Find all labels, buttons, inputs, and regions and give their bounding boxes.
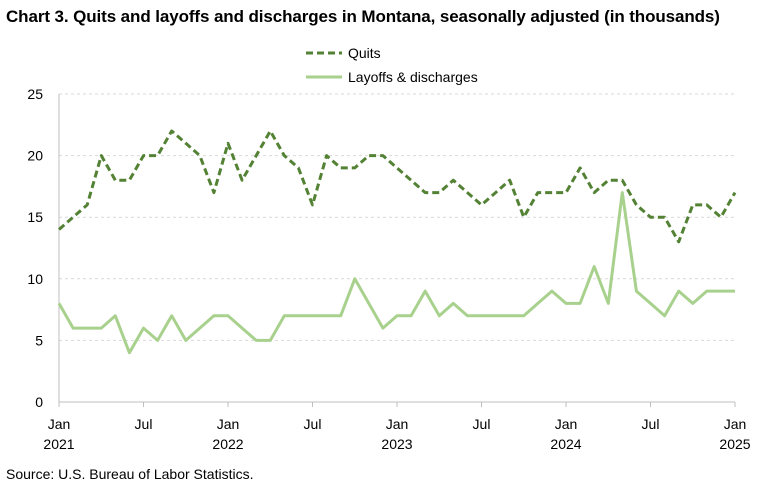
x-tick-label-month: Jan xyxy=(217,416,240,432)
x-tick-label-year: 2024 xyxy=(550,436,581,452)
legend-label-quits: Quits xyxy=(348,45,381,61)
y-tick-label: 10 xyxy=(27,271,43,287)
y-tick-label: 15 xyxy=(27,209,43,225)
x-tick-label-month: Jan xyxy=(724,416,747,432)
source-note: Source: U.S. Bureau of Labor Statistics. xyxy=(6,466,254,482)
x-tick-label-month: Jul xyxy=(135,416,153,432)
legend-label-layoffs-discharges: Layoffs & discharges xyxy=(348,69,478,85)
x-tick-label-month: Jul xyxy=(642,416,660,432)
chart-title: Chart 3. Quits and layoffs and discharge… xyxy=(6,7,720,26)
axes xyxy=(58,94,735,403)
x-tick-label-year: 2023 xyxy=(381,436,412,452)
series-lines xyxy=(57,129,737,355)
series-line-layoffs-discharges xyxy=(57,191,735,355)
x-tick-label-year: 2025 xyxy=(719,436,750,452)
y-tick-label: 25 xyxy=(27,86,43,102)
y-tick-label: 5 xyxy=(35,332,43,348)
y-axis-ticks: 0 5 10 15 20 25 xyxy=(27,86,43,410)
x-tick-label-year: 2021 xyxy=(43,436,74,452)
y-tick-label: 0 xyxy=(35,394,43,410)
x-tick-label-month: Jan xyxy=(555,416,578,432)
x-tick-label-month: Jan xyxy=(48,416,71,432)
x-tick-label-month: Jul xyxy=(473,416,491,432)
legend: Quits Layoffs & discharges xyxy=(306,45,478,85)
y-tick-label: 20 xyxy=(27,148,43,164)
x-axis-ticks: Jan 2021 Jul Jan 2022 Jul Jan 2023 Jul Jan 2024 Jul… xyxy=(43,402,751,452)
series-line-quits xyxy=(58,129,737,244)
x-tick-label-month: Jan xyxy=(386,416,409,432)
x-tick-label-month: Jul xyxy=(304,416,322,432)
gridlines xyxy=(59,93,735,341)
x-tick-label-year: 2022 xyxy=(212,436,243,452)
